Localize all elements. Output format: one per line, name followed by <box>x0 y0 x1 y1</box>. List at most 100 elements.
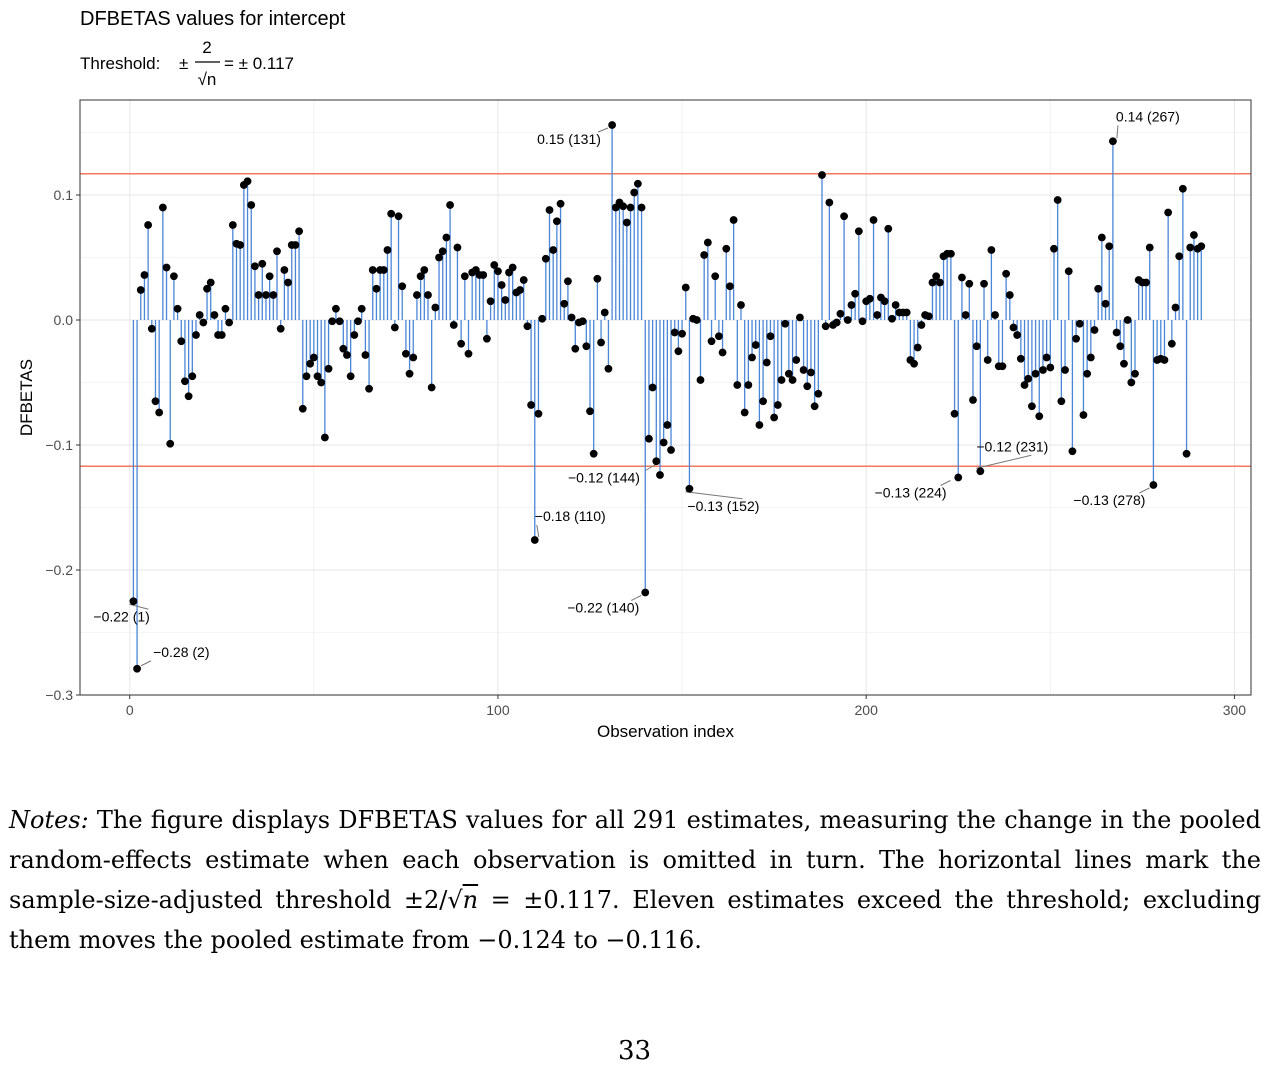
annotation-label-140: −0.22 (140) <box>567 600 639 616</box>
point-129 <box>600 308 609 317</box>
point-188 <box>818 171 826 179</box>
x-axis-label: Observation index <box>597 722 735 741</box>
y-tick-label: 0.0 <box>54 312 74 328</box>
annotation-label-231: −0.12 (231) <box>976 438 1048 454</box>
point-237 <box>998 362 1007 371</box>
point-225 <box>954 473 963 482</box>
point-287 <box>1182 449 1191 458</box>
point-107 <box>519 276 528 284</box>
point-63 <box>357 304 366 313</box>
point-134 <box>619 202 628 211</box>
point-185 <box>807 368 815 377</box>
point-198 <box>854 227 863 236</box>
point-2 <box>133 664 141 673</box>
point-176 <box>773 401 782 409</box>
point-251 <box>1050 244 1058 253</box>
point-180 <box>788 376 797 384</box>
point-11 <box>166 439 175 448</box>
x-tick-label: 100 <box>486 702 510 718</box>
point-112 <box>538 314 547 323</box>
point-143 <box>652 457 661 466</box>
point-244 <box>1024 374 1033 383</box>
point-217 <box>924 312 933 321</box>
annotation-leader-110 <box>536 524 540 538</box>
point-197 <box>851 289 860 298</box>
annotation-leader-152 <box>685 491 743 500</box>
point-46 <box>295 227 304 236</box>
point-268 <box>1112 328 1121 337</box>
x-tick-label: 0 <box>126 702 134 718</box>
point-285 <box>1175 252 1184 261</box>
annotation-leader-224 <box>940 480 951 486</box>
point-87 <box>446 201 454 209</box>
subtitle-numerator: 2 <box>202 38 211 57</box>
point-123 <box>578 317 587 326</box>
point-241 <box>1013 331 1022 339</box>
point-128 <box>597 338 605 347</box>
point-78 <box>413 291 421 299</box>
point-12 <box>170 272 178 281</box>
notes-label: Notes: <box>9 806 89 834</box>
point-195 <box>843 316 852 324</box>
point-156 <box>700 251 709 259</box>
point-30 <box>236 241 245 249</box>
point-263 <box>1094 284 1103 293</box>
point-174 <box>766 332 775 341</box>
page-number: 33 <box>617 1036 652 1066</box>
point-18 <box>192 331 200 339</box>
annotation-label-1: −0.22 (1) <box>93 608 149 624</box>
y-tick-label: 0.1 <box>54 187 74 203</box>
notes-sqrt-symbol: √ <box>447 886 463 914</box>
point-261 <box>1086 353 1095 362</box>
point-242 <box>1016 354 1025 363</box>
point-139 <box>637 203 646 212</box>
point-60 <box>346 372 355 381</box>
point-276 <box>1142 278 1150 287</box>
point-120 <box>567 313 576 322</box>
point-26 <box>221 304 230 313</box>
point-161 <box>718 348 727 357</box>
point-264 <box>1097 233 1106 242</box>
point-260 <box>1083 369 1092 378</box>
point-182 <box>796 313 804 322</box>
annotation-leader-278 <box>1139 487 1150 494</box>
point-173 <box>762 358 771 367</box>
point-136 <box>626 203 635 212</box>
point-272 <box>1127 378 1136 387</box>
point-172 <box>759 397 767 406</box>
y-axis-label: DFBETAS <box>17 359 36 436</box>
point-215 <box>917 321 926 329</box>
y-tick-label: −0.2 <box>45 562 73 578</box>
point-77 <box>409 353 418 362</box>
point-115 <box>549 246 558 254</box>
point-69 <box>379 266 388 274</box>
point-125 <box>586 407 594 416</box>
point-17 <box>188 372 197 381</box>
y-tick-label: −0.1 <box>45 437 73 453</box>
point-148 <box>670 328 679 337</box>
point-109 <box>527 401 535 409</box>
annotation-label-110: −0.18 (110) <box>535 508 606 524</box>
point-183 <box>799 366 808 374</box>
point-126 <box>589 449 598 458</box>
annotation-label-144: −0.12 (144) <box>568 469 640 485</box>
point-86 <box>442 233 451 242</box>
point-118 <box>560 299 569 308</box>
annotation-leader-131 <box>597 127 609 133</box>
point-85 <box>438 247 447 256</box>
point-286 <box>1178 184 1187 193</box>
point-167 <box>740 408 749 417</box>
point-199 <box>858 317 867 326</box>
point-224 <box>950 409 959 418</box>
point-6 <box>147 324 156 333</box>
point-235 <box>991 311 999 319</box>
x-tick-label: 300 <box>1223 702 1247 718</box>
point-58 <box>339 344 348 353</box>
point-259 <box>1079 411 1088 419</box>
subtitle-pm: ± <box>179 54 188 73</box>
point-38 <box>265 272 274 281</box>
point-16 <box>184 392 193 401</box>
point-41 <box>276 324 285 333</box>
point-84 <box>435 253 443 262</box>
point-111 <box>534 409 543 418</box>
